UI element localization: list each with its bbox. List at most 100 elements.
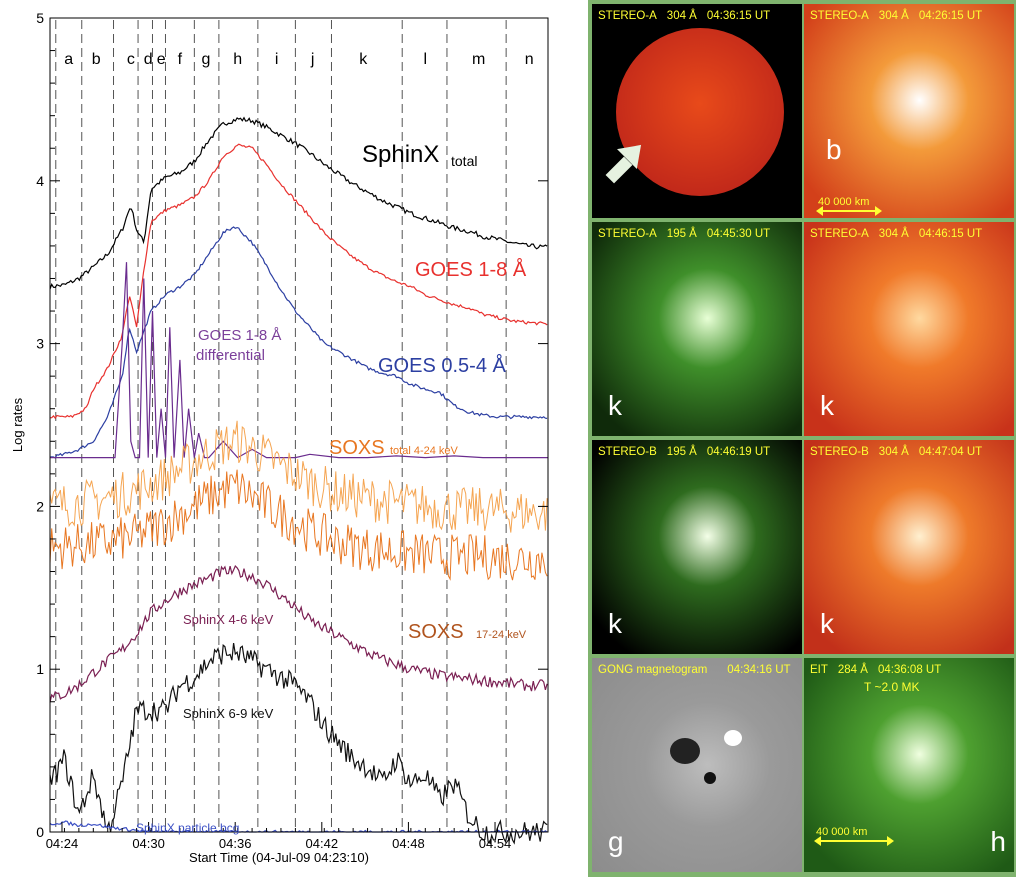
interval-label-b: b bbox=[92, 51, 101, 68]
series-line-8 bbox=[49, 820, 548, 833]
panel-letter: k bbox=[820, 390, 834, 421]
solar-image-panels: STEREO-A 304 Å 04:36:15 UT STEREO-A 304 Å 04:… bbox=[588, 0, 1016, 877]
y-tick-label-1: 1 bbox=[36, 661, 44, 677]
panel-letter: g bbox=[608, 826, 624, 857]
magnetogram-negative-spot bbox=[670, 738, 700, 764]
image-panel-7: GONG magnetogram 04:34:16 UT g bbox=[592, 658, 802, 872]
label-sphinx-4-6: SphinX 4-6 keV bbox=[183, 612, 274, 627]
magnetogram-negative-spot-2 bbox=[704, 772, 716, 784]
series-line-5 bbox=[49, 469, 548, 581]
panel-instrument: STEREO-A bbox=[598, 228, 657, 240]
panel-wavelength: 304 Å bbox=[878, 446, 909, 458]
panel-wavelength: 195 Å bbox=[666, 228, 697, 240]
panel-header: STEREO-A 304 Å 04:46:15 UT bbox=[810, 228, 1008, 240]
interval-label-d: d bbox=[144, 51, 153, 68]
panel-wavelength: 284 Å bbox=[837, 664, 868, 676]
series-line-3 bbox=[50, 262, 548, 459]
panel-instrument: STEREO-A bbox=[598, 10, 657, 22]
interval-label-m: m bbox=[472, 51, 485, 68]
x-tick-label-04:24: 04:24 bbox=[46, 836, 79, 851]
y-tick-label-3: 3 bbox=[36, 336, 44, 352]
series-line-0 bbox=[49, 116, 548, 290]
x-tick-label-04:42: 04:42 bbox=[306, 836, 339, 851]
panel-header: EIT 284 Å 04:36:08 UT bbox=[810, 664, 1008, 676]
panel-instrument: EIT bbox=[810, 664, 828, 676]
image-panel-4: STEREO-A 304 Å 04:46:15 UT k bbox=[804, 222, 1014, 436]
series-line-6 bbox=[49, 564, 548, 703]
panel-instrument: STEREO-B bbox=[598, 446, 657, 458]
series-line-4 bbox=[49, 420, 548, 533]
panel-header: GONG magnetogram 04:34:16 UT bbox=[598, 664, 796, 676]
panel-wavelength: 195 Å bbox=[666, 446, 697, 458]
image-panel-8: EIT 284 Å 04:36:08 UT h T ~2.0 MK 40 000 km bbox=[804, 658, 1014, 872]
x-tick-label-04:48: 04:48 bbox=[392, 836, 425, 851]
panel-time: 04:36:08 UT bbox=[877, 664, 942, 676]
label-soxs-17-24-sub: 17-24 keV bbox=[476, 629, 527, 641]
panel-time: 04:26:15 UT bbox=[918, 10, 983, 22]
panel-header: STEREO-A 304 Å 04:26:15 UT bbox=[810, 10, 1008, 22]
label-soxs-17-24: SOXS bbox=[408, 621, 464, 643]
panel-header: STEREO-A 195 Å 04:45:30 UT bbox=[598, 228, 796, 240]
axes: 0 1 2 3 4 5 04:24 04:30 04:36 04:42 04:48 04:54 Star… bbox=[10, 10, 549, 865]
interval-label-g: g bbox=[201, 51, 210, 68]
series-line-7 bbox=[49, 643, 548, 845]
panel-letter: h bbox=[990, 826, 1006, 857]
interval-label-n: n bbox=[525, 51, 534, 68]
scale-bar-label: 40 000 km bbox=[818, 196, 870, 208]
panel-instrument: STEREO-A bbox=[810, 10, 869, 22]
label-sphinx-6-9: SphinX 6-9 keV bbox=[183, 706, 274, 721]
panel-time: 04:36:15 UT bbox=[706, 10, 771, 22]
label-goes-diff-2: differential bbox=[196, 347, 265, 364]
y-tick-label-5: 5 bbox=[36, 10, 44, 26]
panel-instrument: GONG magnetogram bbox=[598, 664, 708, 676]
y-tick-label-4: 4 bbox=[36, 173, 44, 189]
scale-bar: 40 000 km bbox=[814, 826, 894, 846]
panel-time: 04:46:15 UT bbox=[918, 228, 983, 240]
interval-label-k: k bbox=[359, 51, 368, 68]
label-sphinx-total: SphinX bbox=[362, 141, 439, 168]
panel-wavelength: 304 Å bbox=[878, 10, 909, 22]
label-goes-diff-1: GOES 1-8 Å bbox=[198, 327, 281, 344]
image-panel-6: STEREO-B 304 Å 04:47:04 UT k bbox=[804, 440, 1014, 654]
panel-time: 04:46:19 UT bbox=[706, 446, 771, 458]
scale-bar-line bbox=[816, 206, 882, 216]
label-sphinx-bcg: SphinX particle bcg bbox=[136, 821, 239, 835]
y-axis-label: Log rates bbox=[10, 397, 25, 452]
label-goes-1-8: GOES 1-8 Å bbox=[415, 258, 527, 281]
x-tick-label-04:36: 04:36 bbox=[219, 836, 252, 851]
plot-frame bbox=[49, 17, 549, 833]
interval-label-h: h bbox=[233, 51, 242, 68]
series-line-2 bbox=[49, 226, 548, 459]
panel-instrument: STEREO-B bbox=[810, 446, 869, 458]
panel-header: STEREO-B 304 Å 04:47:04 UT bbox=[810, 446, 1008, 458]
x-tick-label-04:54: 04:54 bbox=[479, 836, 512, 851]
scale-bar-label: 40 000 km bbox=[816, 826, 868, 838]
panel-temperature: T ~2.0 MK bbox=[864, 680, 920, 694]
panel-letter: k bbox=[820, 608, 834, 639]
interval-label-f: f bbox=[178, 51, 183, 68]
scale-bar: 40 000 km bbox=[816, 196, 882, 216]
interval-label-i: i bbox=[275, 51, 279, 68]
series-layer bbox=[49, 116, 548, 845]
multi-channel-light-curve-chart: 0 1 2 3 4 5 04:24 04:30 04:36 04:42 04:48 04:54 Star… bbox=[10, 10, 549, 865]
interval-boundaries bbox=[55, 20, 507, 832]
y-tick-label-2: 2 bbox=[36, 498, 44, 514]
image-panel-1: STEREO-A 304 Å 04:36:15 UT bbox=[592, 4, 802, 218]
interval-label-l: l bbox=[424, 51, 428, 68]
panel-letter: k bbox=[608, 608, 622, 639]
interval-label-j: j bbox=[310, 51, 315, 68]
series-line-1 bbox=[49, 143, 548, 420]
label-soxs-total-sub: total 4-24 keV bbox=[390, 445, 459, 457]
y-tick-label-0: 0 bbox=[36, 824, 44, 840]
series-labels: a b c d e f g h i j k l m n SphinX total GOES 1-8 Å GOES … bbox=[64, 51, 533, 835]
panel-header: STEREO-A 304 Å 04:36:15 UT bbox=[598, 10, 796, 22]
panel-letter: b bbox=[826, 134, 842, 165]
label-goes-0-5-4: GOES 0.5-4 Å bbox=[378, 354, 506, 377]
x-axis-label: Start Time (04-Jul-09 04:23:10) bbox=[189, 850, 369, 865]
panel-instrument: STEREO-A bbox=[810, 228, 869, 240]
label-soxs-total: SOXS bbox=[329, 437, 385, 459]
panel-wavelength: 304 Å bbox=[666, 10, 697, 22]
interval-label-c: c bbox=[127, 51, 135, 68]
image-panel-2: STEREO-A 304 Å 04:26:15 UT b 40 000 km bbox=[804, 4, 1014, 218]
panel-wavelength: 304 Å bbox=[878, 228, 909, 240]
